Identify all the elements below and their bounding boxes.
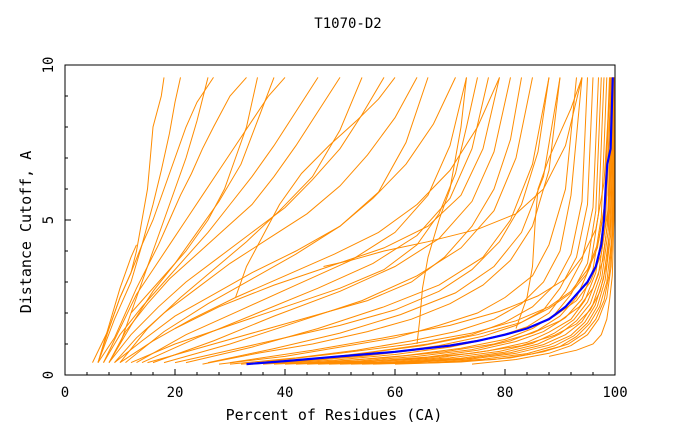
model-series-line-35 (273, 77, 611, 364)
model-series-line-2 (97, 77, 247, 363)
x-axis-label: Percent of Residues (CA) (226, 406, 443, 424)
model-series-line-47 (185, 77, 550, 364)
y-tick-label-5: 5 (41, 216, 57, 224)
model-series-line-46 (163, 77, 533, 364)
model-series-line-25 (328, 77, 613, 365)
x-tick-label-100: 100 (602, 385, 627, 401)
model-series-line-55 (130, 77, 258, 314)
chart-title: T1070-D2 (314, 16, 381, 32)
series-layer (92, 77, 616, 365)
model-series-line-40 (108, 77, 275, 363)
model-series-line-38 (548, 77, 616, 357)
model-series-line-54 (97, 244, 137, 363)
model-series-line-7 (108, 77, 385, 363)
model-series-line-19 (262, 77, 599, 365)
model-series-line-36 (394, 77, 616, 365)
model-series-line-51 (323, 77, 583, 267)
model-series-line-44 (141, 77, 489, 364)
x-tick-label-60: 60 (387, 385, 404, 401)
model-series-line-56 (235, 77, 396, 298)
y-axis-label: Distance Cutoff, A (17, 151, 35, 314)
x-tick-label-80: 80 (497, 385, 514, 401)
model-series-line-5 (103, 77, 319, 363)
model-series-line-30 (284, 77, 613, 364)
model-series-line-34 (339, 77, 615, 364)
model-series-line-12 (147, 77, 522, 364)
model-series-line-48 (207, 77, 561, 364)
model-series-line-32 (229, 77, 612, 364)
model-series-line-42 (125, 77, 429, 363)
model-series-line-23 (306, 77, 610, 365)
model-series-line-9 (114, 77, 456, 363)
model-series-line-14 (202, 77, 561, 365)
highlight-series-line (246, 77, 614, 366)
x-tick-label-0: 0 (61, 385, 69, 401)
model-series-line-13 (174, 77, 550, 364)
model-series-line-4 (103, 77, 286, 363)
model-series-line-6 (108, 77, 341, 363)
model-series-line-10 (119, 77, 500, 364)
y-tick-label-10: 10 (41, 57, 57, 74)
model-series-line-15 (218, 77, 577, 365)
model-series-line-50 (515, 77, 583, 329)
x-tick-label-40: 40 (277, 385, 294, 401)
model-series-line-52 (174, 77, 500, 329)
model-series-line-16 (229, 77, 583, 365)
model-series-line-26 (339, 77, 614, 365)
model-series-line-49 (416, 77, 467, 345)
model-series-line-33 (312, 77, 614, 364)
highlight-layer (246, 77, 614, 366)
model-series-line-28 (361, 77, 615, 365)
model-series-line-27 (350, 77, 614, 365)
model-series-line-37 (471, 77, 616, 365)
model-series-line-53 (119, 77, 209, 345)
model-series-line-39 (97, 77, 181, 363)
model-series-line-3 (97, 77, 214, 363)
model-series-line-41 (119, 77, 363, 363)
model-series-line-45 (152, 77, 511, 364)
x-tick-label-20: 20 (167, 385, 184, 401)
ticks-layer: 0 20 40 60 80 100 0 5 10 (41, 57, 628, 401)
model-series-line-24 (317, 77, 612, 365)
y-tick-label-0: 0 (41, 371, 57, 379)
